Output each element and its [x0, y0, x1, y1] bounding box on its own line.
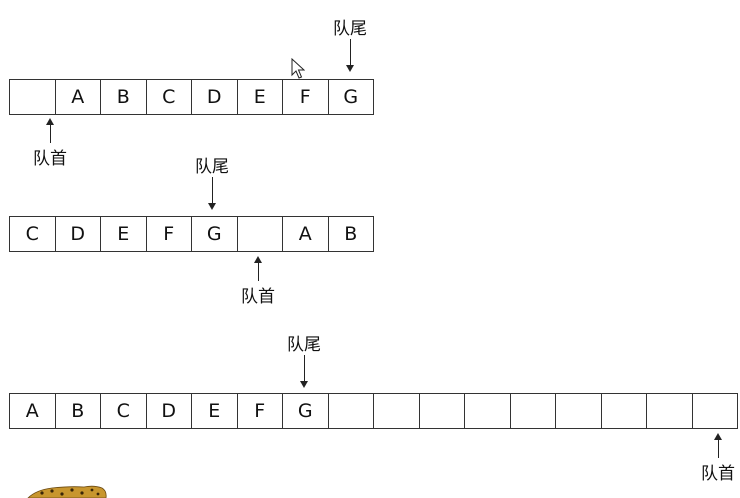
- queue-cell: [556, 394, 602, 428]
- leopard-icon: [27, 485, 107, 498]
- queue-cell: E: [192, 394, 238, 428]
- queue2-head-pointer: 队首: [236, 256, 280, 307]
- queue-cell: F: [283, 80, 329, 114]
- up-arrow-icon: [714, 433, 722, 458]
- queue1-tail-pointer: 队尾: [330, 19, 370, 72]
- queue-cell: [420, 394, 465, 428]
- queue-cell: A: [56, 80, 101, 114]
- queue-cell: C: [10, 217, 56, 251]
- queue3-tail-label: 队尾: [287, 335, 321, 355]
- queue-cell: [647, 394, 693, 428]
- queue3-head-label: 队首: [701, 464, 735, 484]
- queue-cell: C: [101, 394, 147, 428]
- down-arrow-icon: [208, 177, 216, 210]
- mouse-pointer-icon: [291, 58, 305, 79]
- down-arrow-icon: [346, 39, 354, 72]
- queue1-tail-label: 队尾: [333, 19, 367, 39]
- queue-cell: [602, 394, 647, 428]
- down-arrow-icon: [300, 355, 308, 388]
- queue-cell: B: [101, 80, 147, 114]
- queue-cell: B: [329, 217, 374, 251]
- queue-cell: [511, 394, 556, 428]
- queue-cell: [374, 394, 420, 428]
- queue1-head-pointer: 队首: [28, 118, 72, 169]
- queue-cell: [238, 217, 283, 251]
- queue-cell: G: [329, 80, 374, 114]
- queue-cell: C: [147, 80, 192, 114]
- queue-cell: F: [238, 394, 283, 428]
- queue-cell: D: [56, 217, 101, 251]
- up-arrow-icon: [46, 118, 54, 143]
- queue3-head-pointer: 队首: [696, 433, 740, 484]
- queue-cell: D: [192, 80, 238, 114]
- queue-cell: E: [101, 217, 147, 251]
- queue2-head-label: 队首: [241, 287, 275, 307]
- up-arrow-icon: [254, 256, 262, 281]
- queue-cell: G: [192, 217, 238, 251]
- queue-cell: [693, 394, 738, 428]
- queue-cell: B: [56, 394, 101, 428]
- queue-cell: G: [283, 394, 329, 428]
- queue3-tail-pointer: 队尾: [284, 335, 324, 388]
- queue2-tail-label: 队尾: [195, 157, 229, 177]
- queue-cell: A: [283, 217, 329, 251]
- queue1-head-label: 队首: [33, 149, 67, 169]
- queue-cell: [10, 80, 56, 114]
- queue-cell: D: [147, 394, 192, 428]
- queue-cell: E: [238, 80, 283, 114]
- queue-cell: A: [10, 394, 56, 428]
- queue-cell: F: [147, 217, 192, 251]
- queue-cell: [329, 394, 374, 428]
- queue2-tail-pointer: 队尾: [192, 157, 232, 210]
- queue-cell: [465, 394, 511, 428]
